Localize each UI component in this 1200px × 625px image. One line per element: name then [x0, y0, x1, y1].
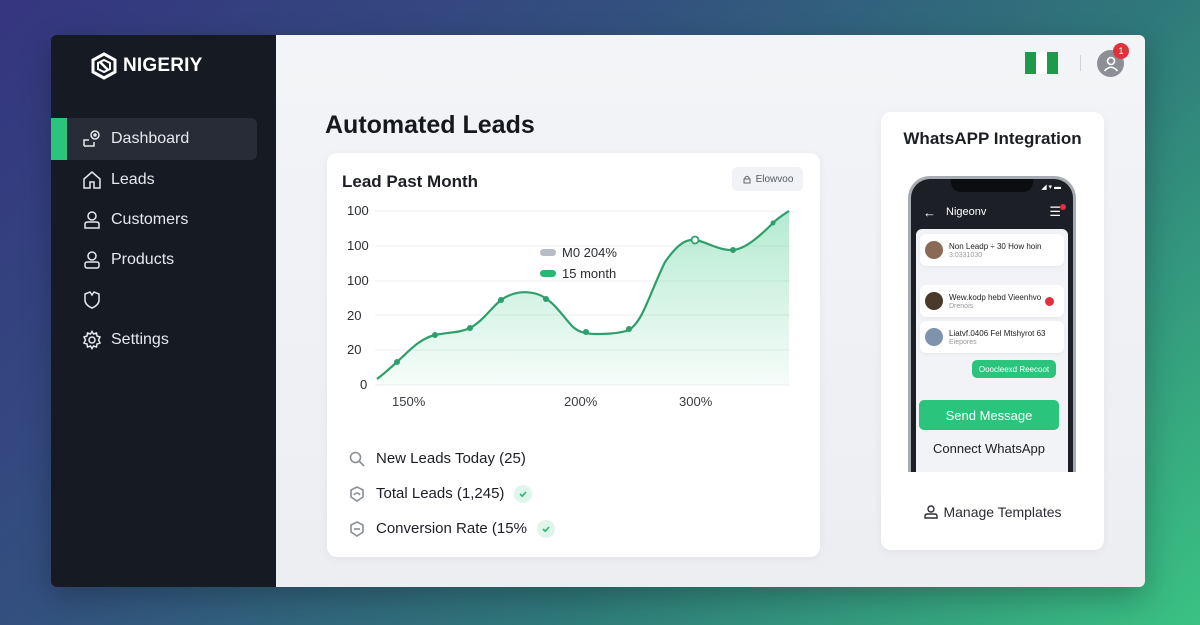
check-icon [514, 484, 533, 503]
sidebar-item-security[interactable] [51, 280, 276, 320]
connect-whatsapp-link[interactable]: Connect WhatsApp [932, 441, 1045, 456]
sidebar-item-customers[interactable]: Customers [51, 200, 276, 240]
brand-name: NIGERIY [123, 55, 203, 76]
contact-avatar [925, 328, 943, 346]
chart-title: Lead Past Month [342, 172, 479, 191]
user-icon [924, 505, 939, 519]
stat-label: Total Leads (1,245) [376, 485, 505, 502]
search-icon [347, 449, 367, 469]
outgoing-reply-bubble: Ooocleexd Reecoot [972, 360, 1056, 378]
y-tick: 100 [347, 203, 369, 218]
contact-avatar [925, 292, 943, 310]
app-window: NIGERIY Dashboard Leads [51, 35, 1145, 587]
page-title: Automated Leads [325, 111, 535, 139]
sidebar-item-leads[interactable]: Leads [51, 160, 276, 200]
y-tick: 20 [347, 342, 362, 357]
user-box-icon [81, 249, 103, 271]
stat-label: New Leads Today (25) [376, 450, 526, 467]
legend-swatch [540, 270, 556, 277]
back-arrow-icon[interactable]: ← [923, 204, 936, 220]
alert-dot-icon [1045, 296, 1055, 306]
chat-message[interactable]: Wew.kodp hebd Vieenhvo Drenois [920, 285, 1064, 317]
legend-label: 15 month [562, 266, 617, 281]
lock-icon [743, 175, 751, 184]
stat-new-leads: New Leads Today (25) [347, 441, 555, 476]
user-avatar-icon [1103, 56, 1118, 72]
y-tick: 100 [347, 238, 369, 253]
y-tick: 100 [347, 273, 369, 288]
legend-item[interactable]: 15 month [540, 263, 617, 284]
manage-templates-label: Manage Templates [943, 504, 1062, 520]
legend-label: M0 204% [562, 245, 617, 260]
sidebar-item-label: Products [111, 251, 175, 268]
sidebar-item-settings[interactable]: Settings [51, 320, 276, 360]
sidebar-item-label: Settings [111, 331, 169, 348]
phone-mockup: ◢ ▾ ▬ ← Nigeonv ☰ Non Leadp ÷ 30 How hoi… [908, 176, 1076, 472]
legend-item[interactable]: M0 204% [540, 242, 617, 263]
sidebar: NIGERIY Dashboard Leads [51, 35, 276, 587]
stat-total-leads: Total Leads (1,245) [347, 476, 555, 511]
whatsapp-title: WhatsAPP Integration [903, 129, 1082, 148]
sidebar-item-dashboard[interactable]: Dashboard [51, 118, 257, 160]
area-chart [375, 210, 790, 386]
phone-status-icons: ◢ ▾ ▬ [1041, 184, 1061, 191]
message-meta: 3:0331030 [949, 252, 983, 259]
hex-badge-icon [347, 519, 367, 539]
phone-header-title: Nigeonv [946, 206, 987, 218]
phone-header: ← Nigeonv ☰ [911, 195, 1073, 229]
x-tick: 150% [392, 394, 426, 409]
message-meta: Eiepores [949, 339, 977, 346]
notification-badge[interactable]: 1 [1113, 43, 1129, 59]
chart-highlight-point [690, 235, 700, 245]
message-meta: Drenois [949, 303, 974, 310]
manage-templates-link[interactable]: Manage Templates [881, 504, 1104, 520]
main-content: 1 Automated Leads Lead Past Month Elowvo… [276, 35, 1145, 587]
sidebar-item-label: Customers [111, 211, 189, 228]
brand-logo[interactable]: NIGERIY [91, 52, 203, 80]
contact-avatar [925, 241, 943, 259]
nigeria-flag-icon[interactable] [1025, 52, 1058, 74]
phone-notch [951, 179, 1033, 192]
shield-icon [81, 289, 103, 311]
whatsapp-integration-card: WhatsAPP Integration ◢ ▾ ▬ ← Nigeonv ☰ N… [881, 112, 1104, 550]
menu-icon[interactable]: ☰ [1049, 204, 1066, 220]
message-text: Wew.kodp hebd Vieenhvo [949, 293, 1042, 302]
sidebar-nav: Dashboard Leads Customers [51, 118, 276, 360]
x-tick: 300% [679, 394, 713, 409]
lead-stats-list: New Leads Today (25) Total Leads (1,245) [347, 441, 555, 546]
sidebar-item-label: Dashboard [111, 130, 190, 147]
x-tick: 200% [564, 394, 598, 409]
dashboard-icon [81, 128, 103, 150]
chat-message[interactable]: Liatvf.0406 Fel Mtshyrot 63 Eiepores [920, 321, 1064, 353]
chart-legend: M0 204% 15 month [540, 242, 617, 284]
phone-chat-area: Non Leadp ÷ 30 How hoin 3:0331030 Wew.ko… [916, 229, 1068, 472]
send-message-button[interactable]: Send Message [919, 400, 1059, 430]
sidebar-item-products[interactable]: Products [51, 240, 276, 280]
chart-points [394, 220, 776, 365]
chat-message[interactable]: Non Leadp ÷ 30 How hoin 3:0331030 [920, 234, 1064, 266]
legend-swatch [540, 249, 556, 256]
user-icon [81, 209, 103, 231]
hexagon-logo-icon [91, 52, 117, 80]
message-text: Non Leadp ÷ 30 How hoin [949, 242, 1042, 251]
gear-icon [81, 329, 103, 351]
chart-area-fill [377, 211, 789, 385]
chart-filter-button[interactable]: Elowvoo [732, 167, 803, 191]
check-icon [536, 519, 555, 538]
topbar-divider [1080, 55, 1081, 71]
home-icon [81, 169, 103, 191]
stat-label: Conversion Rate (15% [376, 520, 527, 537]
chart-filter-label: Elowvoo [755, 173, 794, 185]
badge-icon [347, 484, 367, 504]
message-text: Liatvf.0406 Fel Mtshyrot 63 [949, 329, 1046, 338]
sidebar-item-label: Leads [111, 171, 155, 188]
stat-conversion-rate: Conversion Rate (15% [347, 511, 555, 546]
y-tick: 20 [347, 308, 362, 323]
lead-chart-card: Lead Past Month Elowvoo [327, 153, 820, 557]
y-tick: 0 [360, 377, 368, 392]
